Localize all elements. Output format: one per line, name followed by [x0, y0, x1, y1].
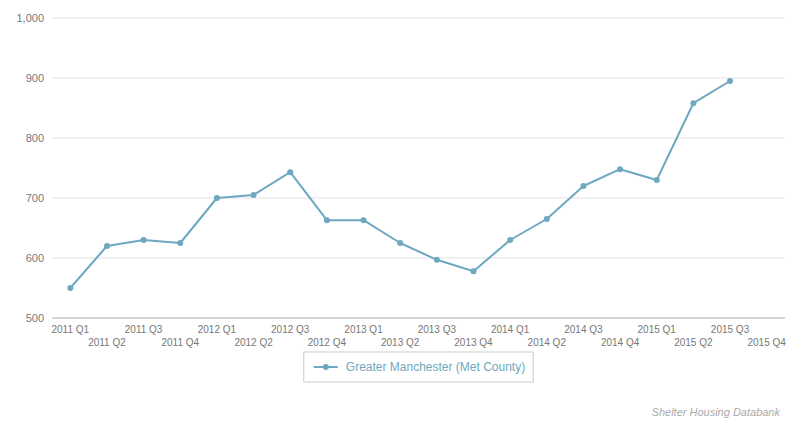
point — [104, 243, 110, 249]
grid-line — [52, 78, 785, 79]
y-tick-label: 800 — [26, 132, 44, 144]
x-tick-label: 2013 Q1 — [344, 324, 383, 335]
point — [397, 240, 403, 246]
legend-marker — [323, 364, 329, 370]
x-tick-label: 2011 Q2 — [88, 337, 126, 348]
point — [214, 195, 220, 201]
x-tick-label: 2014 Q1 — [491, 324, 530, 335]
point — [287, 169, 293, 175]
point — [251, 192, 257, 198]
grid-line — [52, 198, 785, 199]
x-tick-label: 2013 Q3 — [418, 324, 457, 335]
grid-line — [52, 318, 785, 319]
x-tick-label: 2015 Q4 — [747, 337, 786, 348]
point — [324, 217, 330, 223]
legend-box — [304, 352, 533, 382]
y-tick-label: 600 — [26, 252, 44, 264]
grid-line — [52, 138, 785, 139]
point — [141, 237, 147, 243]
point — [507, 237, 513, 243]
point — [434, 257, 440, 263]
x-tick-label: 2013 Q4 — [454, 337, 493, 348]
point — [690, 100, 696, 106]
point — [177, 240, 183, 246]
grid-line — [52, 258, 785, 259]
legend-label: Greater Manchester (Met County) — [346, 360, 525, 374]
x-axis-line — [52, 318, 785, 319]
plot-area — [67, 78, 733, 291]
point — [361, 217, 367, 223]
annotation: Shelter Housing Databank — [652, 406, 781, 418]
x-axis: 2011 Q1 2011 Q2 2011 Q3 2011 Q4 2012 Q1 2012 … — [52, 324, 787, 348]
point — [544, 216, 550, 222]
y-axis: 500 600 700 800 900 1,000 — [16, 12, 785, 324]
point — [617, 166, 623, 172]
point — [580, 183, 586, 189]
x-tick-label: 2012 Q2 — [234, 337, 273, 348]
point — [67, 285, 73, 291]
point — [654, 177, 660, 183]
x-tick-label: 2014 Q4 — [601, 337, 640, 348]
x-tick-label: 2015 Q1 — [638, 324, 677, 335]
y-tick-label: 1,000 — [16, 12, 44, 24]
grid-line — [52, 18, 785, 19]
x-tick-label: 2012 Q1 — [198, 324, 237, 335]
point — [727, 78, 733, 84]
x-tick-label: 2014 Q2 — [528, 337, 567, 348]
y-tick-label: 700 — [26, 192, 44, 204]
x-tick-label: 2015 Q2 — [674, 337, 713, 348]
line — [70, 81, 730, 288]
x-tick-label: 2011 Q4 — [161, 337, 199, 348]
y-tick-label: 900 — [26, 72, 44, 84]
x-tick-label: 2012 Q4 — [308, 337, 347, 348]
x-tick-label: 2013 Q2 — [381, 337, 420, 348]
legend: Greater Manchester (Met County) — [304, 352, 533, 382]
y-tick-label: 500 — [26, 312, 44, 324]
chart: 5006007008009001,0002011 Q12011 Q22011 Q… — [0, 0, 800, 426]
x-tick-label: 2011 Q3 — [125, 324, 163, 335]
x-tick-label: 2012 Q3 — [271, 324, 310, 335]
point — [470, 268, 476, 274]
x-tick-label: 2014 Q3 — [564, 324, 603, 335]
x-tick-label: 2015 Q3 — [711, 324, 750, 335]
x-tick-label: 2011 Q1 — [52, 324, 90, 335]
